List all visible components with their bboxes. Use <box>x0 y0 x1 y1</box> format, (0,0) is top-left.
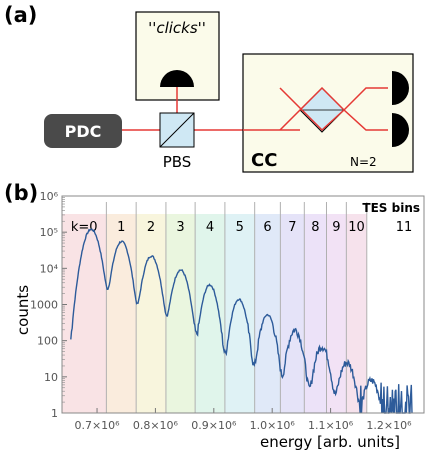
plot-frame <box>61 195 425 414</box>
x-tick-label-0: 0.7×10⁶ <box>74 419 120 432</box>
pdc-source <box>44 114 122 148</box>
bin-region-1 <box>106 196 137 413</box>
bin-label-7: 7 <box>288 220 296 235</box>
clicks-label: ''clicks'' <box>148 19 206 37</box>
bin-region-11 <box>366 196 424 413</box>
x-tick-label-3: 1.0×10⁶ <box>250 419 296 432</box>
bin-label-6: 6 <box>263 220 271 235</box>
bin-region-3 <box>165 196 196 413</box>
panel-a-label: (a) <box>4 3 37 27</box>
bin-region-10 <box>346 196 367 413</box>
bin-region-9 <box>326 196 347 413</box>
bin-region-2 <box>136 196 166 413</box>
panel-b-label: (b) <box>4 181 38 205</box>
bin-label-8: 8 <box>311 220 319 235</box>
bin-region-7 <box>280 196 305 413</box>
x-axis-label: energy [arb. units] <box>260 433 400 451</box>
bin-label-4: 4 <box>206 220 214 235</box>
bin-region-4 <box>195 196 225 413</box>
bin-region-5 <box>224 196 255 413</box>
x-tick-label-5: 1.2×10⁶ <box>366 419 412 432</box>
cc-detector-bottom-icon <box>392 113 409 147</box>
cc-detector-top-icon <box>392 71 409 105</box>
cc-beam-lower <box>279 87 388 132</box>
bin-label-9: 9 <box>332 220 340 235</box>
pbs-label: PBS <box>163 153 192 171</box>
bin-label-3: 3 <box>176 220 184 235</box>
tes-bins-title: TES bins <box>362 201 420 215</box>
bin-label-0: k=0 <box>71 220 98 235</box>
clicks-detector-icon <box>160 70 194 87</box>
cc-label: CC <box>251 150 277 171</box>
bins-label-strip <box>62 196 424 214</box>
histogram-chart: k=0 1 2 3 4 5 6 7 8 9 10 11110100100010⁴10⁵10⁶0.7×1… <box>30 190 425 432</box>
bin-label-1: 1 <box>117 220 125 235</box>
n-label: N=2 <box>350 155 377 169</box>
y-tick-label-3: 1000 <box>30 299 58 312</box>
bin-label-10: 10 <box>348 220 365 235</box>
bin-label-5: 5 <box>236 220 244 235</box>
x-tick-label-1: 0.8×10⁶ <box>133 419 179 432</box>
bin-region-6 <box>254 196 281 413</box>
y-tick-label-4: 10⁴ <box>40 262 59 275</box>
y-tick-label-6: 10⁶ <box>40 190 59 203</box>
pdc-label: PDC <box>65 122 102 141</box>
bin-region-0 <box>62 196 107 413</box>
bin-label-2: 2 <box>147 220 155 235</box>
pbs-diagonal <box>159 112 195 148</box>
y-axis-label: counts <box>14 285 32 335</box>
x-tick-label-4: 1.1×10⁶ <box>308 419 354 432</box>
y-tick-label-2: 100 <box>37 335 58 348</box>
y-tick-label-0: 1 <box>51 407 58 420</box>
y-tick-label-5: 10⁵ <box>40 226 58 239</box>
x-tick-label-2: 0.9×10⁶ <box>191 419 237 432</box>
histogram-line <box>70 228 413 414</box>
bin-label-11: 11 <box>396 220 413 235</box>
bin-region-8 <box>304 196 327 413</box>
y-tick-label-1: 10 <box>44 371 58 384</box>
